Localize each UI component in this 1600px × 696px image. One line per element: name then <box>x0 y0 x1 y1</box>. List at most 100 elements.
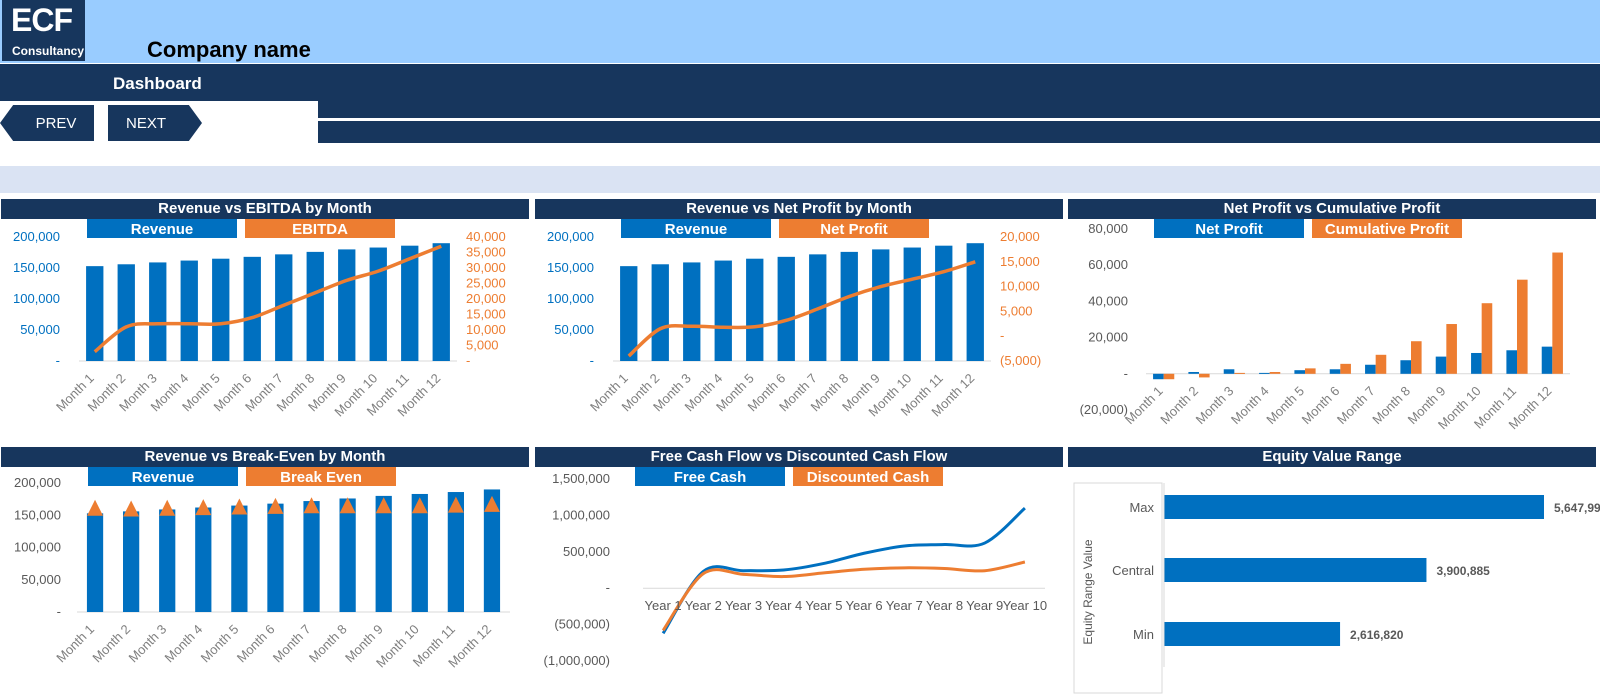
legend-swatch-0 <box>87 219 237 238</box>
line-free-cash <box>661 506 1026 635</box>
bar-revenue-6 <box>275 254 293 361</box>
yleft-tick-2: - <box>606 580 610 595</box>
yleft-tick-2: 100,000 <box>14 540 61 555</box>
value-label-max: 5,647,995 <box>1554 501 1600 515</box>
nav-bar-strip <box>318 101 1600 118</box>
chart-title-netprofit-cumulative: Net Profit vs Cumulative Profit <box>1068 199 1596 219</box>
bar-revenue-5 <box>267 503 284 612</box>
bar-revenue-11 <box>483 489 501 612</box>
bar-revenue-4 <box>231 505 248 612</box>
yleft-tick-2: 20,000 <box>1088 330 1128 345</box>
bar-equity-central <box>1164 558 1427 582</box>
page-title: Dashboard <box>113 74 202 93</box>
cat-xtick-3: Year 4 <box>765 598 802 613</box>
chart-title-revenue-breakeven: Revenue vs Break-Even by Month <box>1 447 529 467</box>
yright-tick-8: 40,000 <box>466 229 506 244</box>
next-button[interactable]: NEXT <box>108 105 202 141</box>
chart-title-equity-range: Equity Value Range <box>1068 447 1596 467</box>
yright-tick-3: 15,000 <box>466 307 506 322</box>
marker-break-even-1 <box>123 500 140 517</box>
cat-xtick-0: Year 1 <box>645 598 682 613</box>
bar-revenue-2 <box>149 262 167 361</box>
bar-revenue-10 <box>935 245 953 361</box>
bar-net-profit-10 <box>1506 350 1517 374</box>
yleft-tick-3: 150,000 <box>547 260 594 275</box>
marker-break-even-8 <box>375 497 392 514</box>
bar-net-profit-4 <box>1294 370 1305 374</box>
legend-swatch-0 <box>635 467 785 486</box>
chart-revenue-netprofit: Revenue Net Profit - 50,000 100,000 150,000 20… <box>547 219 1041 419</box>
bar-revenue-0 <box>86 266 104 361</box>
marker-break-even-10 <box>447 496 464 513</box>
logo-subtext: Consultancy <box>12 44 85 58</box>
line-discounted-cash <box>661 560 1026 632</box>
marker-break-even-9 <box>411 497 428 514</box>
legend-swatch-1 <box>1312 219 1462 238</box>
cat-xtick-2: Month 3 <box>126 622 170 666</box>
bar-net-profit-8 <box>1435 356 1447 374</box>
cat-xtick-1: Month 2 <box>1157 383 1201 427</box>
chart-title-revenue-ebitda: Revenue vs EBITDA by Month <box>1 199 529 219</box>
bar-cumulative-profit-0 <box>1163 373 1175 380</box>
yright-tick-3: 10,000 <box>1000 279 1040 294</box>
marker-break-even-11 <box>483 495 500 512</box>
marker-break-even-4 <box>231 498 248 515</box>
yleft-tick-4: 200,000 <box>547 229 594 244</box>
bar-revenue-10 <box>401 245 419 361</box>
bar-net-profit-5 <box>1329 369 1341 374</box>
marker-break-even-7 <box>339 497 356 514</box>
legend-label-0: Free Cash <box>674 469 747 486</box>
yleft-tick-2: 100,000 <box>13 291 60 306</box>
bar-revenue-7 <box>306 251 324 361</box>
yright-tick-1: - <box>1000 328 1004 343</box>
bar-revenue-9 <box>369 247 387 361</box>
yright-tick-4: 15,000 <box>1000 254 1040 269</box>
bar-revenue-3 <box>180 260 198 361</box>
bar-net-profit-9 <box>1471 352 1482 374</box>
chart-revenue-ebitda: Revenue EBITDA - 50,000 100,000 150,000 200,00… <box>13 219 506 419</box>
bar-net-profit-1 <box>1188 371 1199 374</box>
bar-cumulative-profit-1 <box>1199 373 1210 378</box>
cat-xtick-8: Year 9 <box>966 598 1003 613</box>
bar-revenue-2 <box>159 509 176 612</box>
yleft-tick-0: - <box>57 604 61 619</box>
bar-revenue-2 <box>683 262 701 361</box>
bar-revenue-11 <box>432 243 450 361</box>
category-label-min: Min <box>1133 627 1154 642</box>
bar-net-profit-6 <box>1365 364 1376 374</box>
bar-revenue-0 <box>620 266 638 361</box>
value-label-central: 3,900,885 <box>1436 564 1490 578</box>
cat-xtick-0: Month 1 <box>53 622 97 666</box>
yright-tick-4: 20,000 <box>466 291 506 306</box>
value-label-min: 2,616,820 <box>1350 628 1404 642</box>
yright-tick-0: (5,000) <box>1000 353 1041 368</box>
y-axis-title: Equity Range Value <box>1081 539 1095 645</box>
yright-tick-6: 30,000 <box>466 260 506 275</box>
marker-break-even-3 <box>195 499 212 516</box>
bar-cumulative-profit-11 <box>1552 252 1563 374</box>
logo-text: ECF <box>11 2 73 38</box>
legend-label-0: Revenue <box>132 469 195 486</box>
bar-revenue-4 <box>212 258 230 361</box>
bar-revenue-8 <box>338 249 356 361</box>
bar-cumulative-profit-7 <box>1411 341 1422 374</box>
yleft-tick-3: 500,000 <box>563 544 610 559</box>
line-net-profit <box>627 260 976 358</box>
bar-revenue-8 <box>872 249 890 361</box>
bar-cumulative-profit-4 <box>1305 368 1316 374</box>
prev-button[interactable]: PREV <box>0 105 94 141</box>
yleft-tick-5: 80,000 <box>1088 221 1128 236</box>
yright-tick-1: 5,000 <box>466 338 499 353</box>
yleft-tick-4: 200,000 <box>14 475 61 490</box>
cat-xtick-6: Month 7 <box>1334 383 1378 427</box>
yleft-tick-3: 150,000 <box>13 260 60 275</box>
yleft-tick-4: 1,000,000 <box>552 507 610 522</box>
chart-cashflow: Free Cash Discounted Cash (1,000,000) (500,… <box>544 467 1047 668</box>
yleft-tick-0: (1,000,000) <box>544 653 611 668</box>
legend-label-0: Revenue <box>131 221 194 238</box>
chart-equity-range: Equity Range Value Max 5,647,995 Central 3,9… <box>1073 482 1600 694</box>
marker-break-even-5 <box>267 497 284 514</box>
legend-label-1: Break Even <box>280 469 362 486</box>
yright-tick-2: 5,000 <box>1000 303 1033 318</box>
yright-tick-7: 35,000 <box>466 245 506 260</box>
